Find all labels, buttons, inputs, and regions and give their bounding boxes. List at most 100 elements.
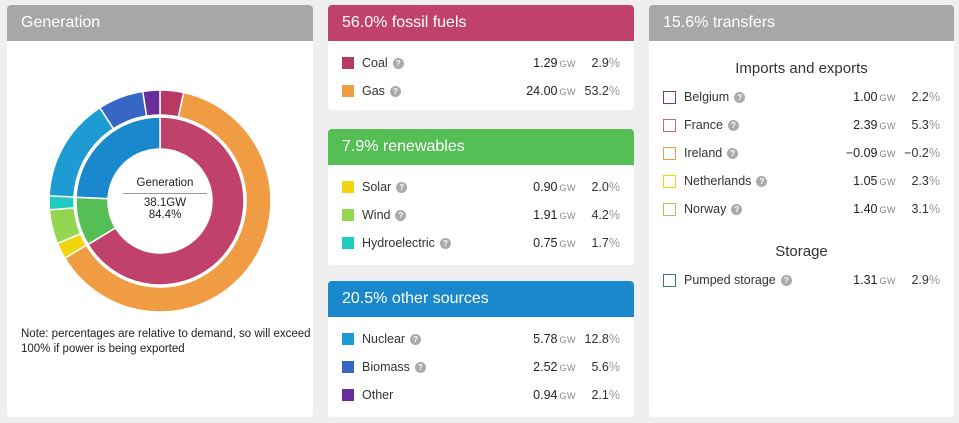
netherlands-label: Netherlands [684,174,752,188]
source-row-other: Other 0.94 GW 2.1% [342,381,620,409]
unit-label: GW [559,59,576,69]
center-value: 38.1GW [143,197,187,209]
coal-label: Coal [362,56,388,70]
biomass-value: 2.52 GW [533,360,576,374]
pumped-storage-label: Pumped storage [684,273,776,287]
transfers-panel: 15.6% transfers Imports and exports Belg… [649,5,954,417]
help-icon[interactable]: ? [734,91,746,103]
netherlands-name: Netherlands? [684,174,768,188]
generation-header: Generation [7,5,313,41]
unit-label: GW [879,276,896,286]
netherlands-value: 1.05 GW [853,174,896,188]
fossil-panel: 56.0% fossil fuels Coal? 1.29 GW 2.9% Gas? 24… [328,5,634,110]
biomass-percent: 5.6% [591,360,620,374]
source-row-coal: Coal? 1.29 GW 2.9% [342,49,620,77]
help-icon[interactable]: ? [727,119,739,131]
help-icon[interactable]: ? [439,237,451,249]
gas-swatch [342,85,354,97]
belgium-label: Belgium [684,90,730,104]
norway-label: Norway [684,202,727,216]
inner-slice-other-sources [75,116,161,200]
belgium-value: 1.00 GW [853,90,896,104]
solar-value: 0.90 GW [533,180,576,194]
pumped-storage-value: 1.31 GW [853,273,896,287]
generation-donut-chart [48,89,272,313]
biomass-name: Biomass? [362,360,426,374]
storage-list: Pumped storage? 1.31 GW 2.9% [649,260,954,302]
source-row-biomass: Biomass? 2.52 GW 5.6% [342,353,620,381]
source-row-solar: Solar? 0.90 GW 2.0% [342,173,620,201]
coal-swatch [342,57,354,69]
source-row-pumped-storage: Pumped storage? 1.31 GW 2.9% [663,266,940,294]
hydroelectric-swatch [342,237,354,249]
biomass-swatch [342,361,354,373]
hydroelectric-name: Hydroelectric? [362,236,451,250]
help-icon[interactable]: ? [731,203,743,215]
help-icon[interactable]: ? [392,57,404,69]
help-icon[interactable]: ? [396,181,408,193]
pumped-storage-percent: 2.9% [911,273,940,287]
france-name: France? [684,118,739,132]
outer-slice-hydroelectric [48,195,76,211]
netherlands-percent: 2.3% [911,174,940,188]
biomass-label: Biomass [362,360,410,374]
help-icon[interactable]: ? [389,85,401,97]
other-label: Other [362,388,394,402]
gas-label: Gas [362,84,385,98]
wind-percent: 4.2% [591,208,620,222]
norway-percent: 3.1% [911,202,940,216]
ireland-label: Ireland [684,146,723,160]
transfers-header: 15.6% transfers [649,5,954,41]
unit-label: GW [879,177,896,187]
help-icon[interactable]: ? [727,147,739,159]
solar-label: Solar [362,180,392,194]
solar-name: Solar? [362,180,408,194]
france-percent: 5.3% [911,118,940,132]
help-icon[interactable]: ? [780,274,792,286]
center-percent: 84.4% [148,209,182,221]
other-percent: 2.1% [591,388,620,402]
france-value: 2.39 GW [853,118,896,132]
pumped-storage-name: Pumped storage? [684,273,792,287]
source-row-norway: Norway? 1.40 GW 3.1% [663,195,940,223]
unit-label: GW [879,149,896,159]
renewables-list: Solar? 0.90 GW 2.0% Wind? 1.91 GW 4.2% Hydroelec… [328,165,634,265]
source-row-gas: Gas? 24.00 GW 53.2% [342,77,620,105]
ireland-percent: −0.2% [904,146,940,160]
norway-value: 1.40 GW [853,202,896,216]
france-label: France [684,118,723,132]
storage-heading: Storage [775,243,828,260]
solar-swatch [342,181,354,193]
belgium-swatch [663,90,676,104]
unit-label: GW [559,183,576,193]
unit-label: GW [559,211,576,221]
hydroelectric-label: Hydroelectric [362,236,435,250]
help-icon[interactable]: ? [414,361,426,373]
renewables-panel: 7.9% renewables Solar? 0.90 GW 2.0% Wind? 1.9… [328,129,634,265]
help-icon[interactable]: ? [395,209,407,221]
ireland-name: Ireland? [684,146,739,160]
gas-percent: 53.2% [584,84,620,98]
other-swatch [342,389,354,401]
gas-value: 24.00 GW [526,84,576,98]
outer-slice-other [141,89,161,117]
outer-slice-gas [63,91,272,313]
donut-hole [110,151,210,251]
center-title: Generation [136,177,194,189]
unit-label: GW [879,93,896,103]
ireland-swatch [663,146,676,160]
source-row-belgium: Belgium? 1.00 GW 2.2% [663,83,940,111]
coal-value: 1.29 GW [533,56,576,70]
coal-name: Coal? [362,56,404,70]
other-panel: 20.5% other sources Nuclear? 5.78 GW 12.8% B… [328,281,634,417]
help-icon[interactable]: ? [410,333,422,345]
center-divider [123,193,207,194]
ireland-value: −0.09 GW [845,146,896,160]
fossil-list: Coal? 1.29 GW 2.9% Gas? 24.00 GW 53.2% [328,41,634,110]
belgium-percent: 2.2% [911,90,940,104]
help-icon[interactable]: ? [756,175,768,187]
hydroelectric-percent: 1.7% [591,236,620,250]
norway-swatch [663,202,676,216]
belgium-name: Belgium? [684,90,746,104]
source-row-hydroelectric: Hydroelectric? 0.75 GW 1.7% [342,229,620,257]
